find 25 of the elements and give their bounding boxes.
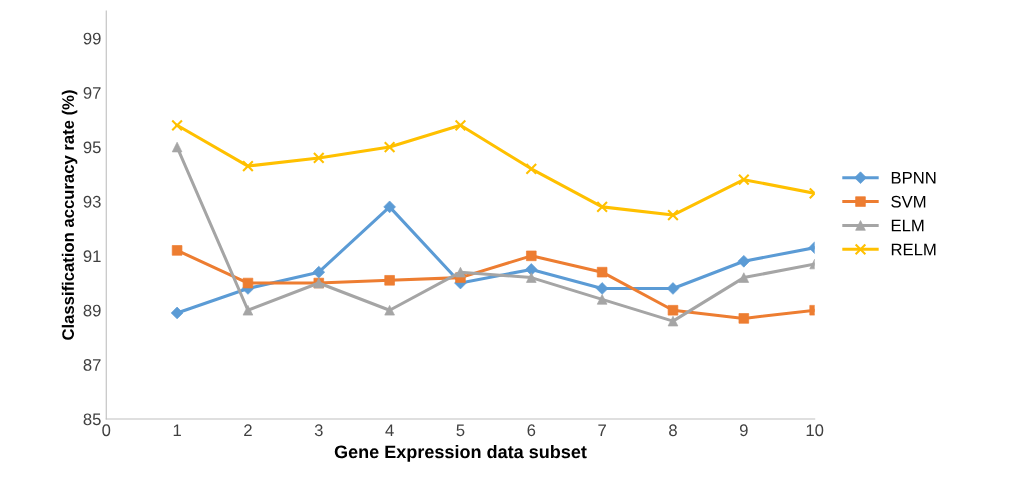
y-tick-label: 97 — [83, 87, 101, 99]
x-tick-label: 5 — [456, 424, 465, 437]
x-tick-label: 2 — [244, 424, 252, 436]
y-tick-label: 99 — [83, 32, 101, 45]
legend-label: RELM — [891, 243, 936, 256]
legend-label: BPNN — [891, 172, 936, 184]
y-axis-title: Classification accuracy rate (%) — [61, 90, 78, 340]
y-tick-label: 91 — [83, 250, 101, 263]
x-tick-label: 10 — [806, 424, 824, 437]
y-tick-label: 85 — [83, 413, 101, 426]
x-tick-label: 3 — [314, 424, 323, 437]
x-tick-label: 1 — [173, 424, 181, 436]
y-tick-label: 95 — [83, 141, 101, 154]
x-axis-title: Gene Expression data subset — [334, 444, 587, 462]
y-tick-label: 89 — [83, 304, 101, 317]
y-tick-label: 87 — [83, 359, 101, 371]
x-tick-label: 7 — [598, 424, 606, 436]
x-tick-label: 6 — [527, 424, 536, 437]
x-tick-label: 8 — [669, 424, 677, 437]
x-tick-label: 9 — [739, 424, 748, 437]
x-tick-label: 0 — [102, 424, 111, 437]
y-tick-label: 93 — [83, 195, 101, 208]
legend-label: SVM — [891, 195, 926, 208]
x-tick-label: 4 — [385, 424, 394, 436]
legend-label: ELM — [891, 219, 924, 232]
